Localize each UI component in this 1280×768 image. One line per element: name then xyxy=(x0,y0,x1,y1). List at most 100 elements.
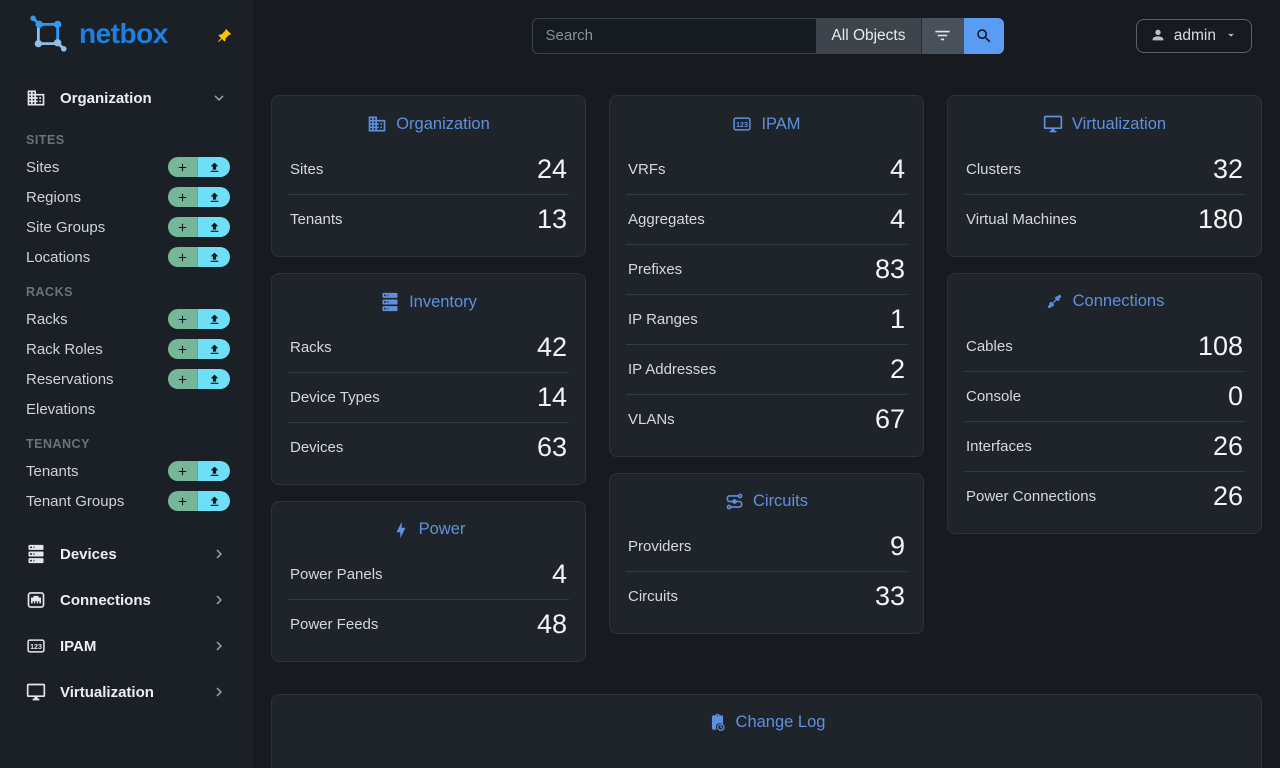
stat-label[interactable]: Power Feeds xyxy=(290,616,379,633)
caret-down-icon xyxy=(1224,27,1238,45)
stat-value: 13 xyxy=(536,204,567,234)
stat-value: 83 xyxy=(874,254,905,284)
filter-button[interactable] xyxy=(920,17,964,54)
stat-value: 4 xyxy=(551,558,567,589)
stat-label[interactable]: Prefixes xyxy=(628,261,683,278)
dashboard-grid: Organization Sites 24 Tenants 13 Inventory Rac… xyxy=(271,95,1262,662)
sidebar-group-label: Connections xyxy=(60,591,151,609)
stat-label[interactable]: Clusters xyxy=(966,160,1022,178)
stat-value: 26 xyxy=(1212,431,1243,462)
sidebar-item-label[interactable]: Tenant Groups xyxy=(26,492,125,510)
add-button[interactable] xyxy=(168,217,197,237)
sidebar-section-header: TENANCY xyxy=(26,437,90,451)
import-button[interactable] xyxy=(197,339,230,359)
stat-label[interactable]: IP Addresses xyxy=(628,361,717,378)
card-title-text: Circuits xyxy=(752,492,808,511)
add-button[interactable] xyxy=(168,491,197,511)
sidebar-item-label[interactable]: Tenants xyxy=(26,462,79,480)
card-title-link[interactable]: Connections xyxy=(964,288,1245,321)
stat-label[interactable]: Circuits xyxy=(628,588,679,606)
search-scope-button[interactable]: All Objects xyxy=(816,17,921,54)
card-title-link[interactable]: Circuits xyxy=(626,488,907,521)
sidebar-nav: Organization SITES Sites Regions Site Group… xyxy=(0,66,254,714)
sidebar-item-label[interactable]: Locations xyxy=(26,248,91,266)
stat-label[interactable]: Devices xyxy=(290,439,344,456)
sidebar-item: Locations xyxy=(16,242,238,272)
sidebar-group-connections[interactable]: Connections xyxy=(16,578,238,622)
stat-label[interactable]: Tenants xyxy=(290,211,343,228)
upload-icon xyxy=(208,160,221,175)
sidebar-pin-icon[interactable] xyxy=(215,28,232,45)
stat-label[interactable]: IP Ranges xyxy=(628,311,698,328)
change-log-title-link[interactable]: Change Log xyxy=(288,709,1245,742)
add-button[interactable] xyxy=(168,187,197,207)
stat-label[interactable]: Cables xyxy=(966,337,1013,355)
sidebar-group-label: Organization xyxy=(60,89,152,107)
stat-row: Clusters 32 xyxy=(964,144,1245,194)
add-button[interactable] xyxy=(168,369,197,389)
stat-label[interactable]: Sites xyxy=(290,160,324,178)
stat-label[interactable]: Interfaces xyxy=(966,438,1032,456)
chevron-right-icon xyxy=(210,591,228,609)
netbox-logo-icon xyxy=(26,13,70,60)
stat-label[interactable]: VLANs xyxy=(628,411,675,428)
search-button[interactable] xyxy=(963,17,1004,54)
building-icon xyxy=(26,88,46,108)
filter-icon xyxy=(933,26,952,45)
item-action-buttons xyxy=(168,157,230,177)
card-title-link[interactable]: Power xyxy=(288,516,569,549)
add-button[interactable] xyxy=(168,339,197,359)
user-menu-button[interactable]: admin xyxy=(1135,18,1252,53)
stat-label[interactable]: Virtual Machines xyxy=(966,211,1077,228)
clipboard-clock-icon xyxy=(708,713,727,732)
sidebar-group-organization[interactable]: Organization xyxy=(16,76,238,120)
import-button[interactable] xyxy=(197,461,230,481)
add-button[interactable] xyxy=(168,247,197,267)
card-title-link[interactable]: Organization xyxy=(288,110,569,144)
import-button[interactable] xyxy=(197,369,230,389)
svg-text:123: 123 xyxy=(737,121,749,129)
power-card: Power Power Panels 4 Power Feeds 48 xyxy=(271,501,586,662)
sidebar-group-virtualization[interactable]: Virtualization xyxy=(16,670,238,714)
plus-icon xyxy=(176,160,189,175)
stat-label[interactable]: Console xyxy=(966,388,1022,406)
import-button[interactable] xyxy=(197,491,230,511)
sidebar-item-label[interactable]: Reservations xyxy=(26,370,114,388)
search-input[interactable] xyxy=(531,17,817,54)
search-icon xyxy=(975,27,993,45)
add-button[interactable] xyxy=(168,309,197,329)
sidebar-group-devices[interactable]: Devices xyxy=(16,532,238,576)
sidebar-item-label[interactable]: Racks xyxy=(26,310,68,328)
sidebar-item-label[interactable]: Sites xyxy=(26,158,60,176)
sidebar-item-label[interactable]: Regions xyxy=(26,188,82,206)
import-button[interactable] xyxy=(197,217,230,237)
card-title-link[interactable]: 123 IPAM xyxy=(626,110,907,144)
sidebar-item-label[interactable]: Rack Roles xyxy=(26,340,103,358)
sidebar-item-label[interactable]: Site Groups xyxy=(26,218,106,236)
stat-label[interactable]: Device Types xyxy=(290,389,380,406)
stat-label[interactable]: VRFs xyxy=(628,160,666,178)
add-button[interactable] xyxy=(168,157,197,177)
stat-label[interactable]: Power Panels xyxy=(290,565,383,583)
sidebar-item: Rack Roles xyxy=(16,334,238,364)
chevron-down-icon xyxy=(210,89,228,107)
import-button[interactable] xyxy=(197,157,230,177)
import-button[interactable] xyxy=(197,309,230,329)
stat-label[interactable]: Aggregates xyxy=(628,211,705,228)
stat-row: Cables 108 xyxy=(964,321,1245,371)
card-title-link[interactable]: Virtualization xyxy=(964,110,1245,144)
sidebar-item-label[interactable]: Elevations xyxy=(26,400,96,418)
stat-value: 24 xyxy=(536,153,567,184)
sidebar-group-ipam[interactable]: 123 IPAM xyxy=(16,624,238,668)
card-title-text: IPAM xyxy=(761,114,801,133)
sidebar-section-header: RACKS xyxy=(26,285,73,299)
card-title-link[interactable]: Inventory xyxy=(288,288,569,322)
stat-label[interactable]: Racks xyxy=(290,338,332,356)
import-button[interactable] xyxy=(197,247,230,267)
stat-label[interactable]: Providers xyxy=(628,537,692,555)
ipam-card: 123 IPAM VRFs 4 Aggregates 4 Prefixes 83 IP Rang… xyxy=(609,95,924,457)
add-button[interactable] xyxy=(168,461,197,481)
import-button[interactable] xyxy=(197,187,230,207)
stat-label[interactable]: Power Connections xyxy=(966,488,1097,506)
netbox-logo[interactable]: netbox xyxy=(26,13,168,60)
